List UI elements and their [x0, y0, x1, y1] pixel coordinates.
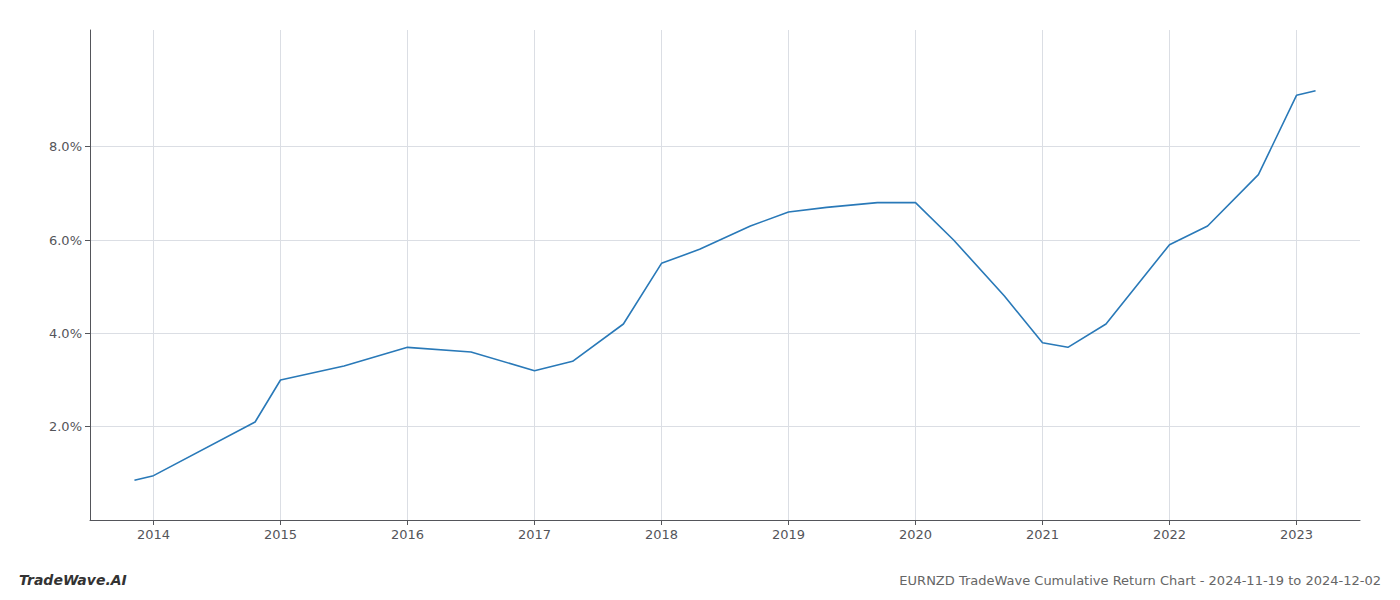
svg-text:EURNZD TradeWave Cumulative Re: EURNZD TradeWave Cumulative Return Chart…	[899, 573, 1381, 588]
svg-text:2.0%: 2.0%	[49, 419, 82, 434]
svg-text:8.0%: 8.0%	[49, 139, 82, 154]
svg-text:2016: 2016	[391, 527, 424, 542]
svg-text:2018: 2018	[645, 527, 678, 542]
svg-text:2014: 2014	[137, 527, 170, 542]
svg-text:2019: 2019	[772, 527, 805, 542]
svg-text:6.0%: 6.0%	[49, 233, 82, 248]
svg-text:2023: 2023	[1280, 527, 1313, 542]
svg-text:4.0%: 4.0%	[49, 326, 82, 341]
svg-text:2017: 2017	[518, 527, 551, 542]
svg-text:2021: 2021	[1026, 527, 1059, 542]
svg-text:2015: 2015	[264, 527, 297, 542]
svg-text:TradeWave.AI: TradeWave.AI	[19, 572, 127, 588]
svg-text:2022: 2022	[1153, 527, 1186, 542]
svg-text:2020: 2020	[899, 527, 932, 542]
